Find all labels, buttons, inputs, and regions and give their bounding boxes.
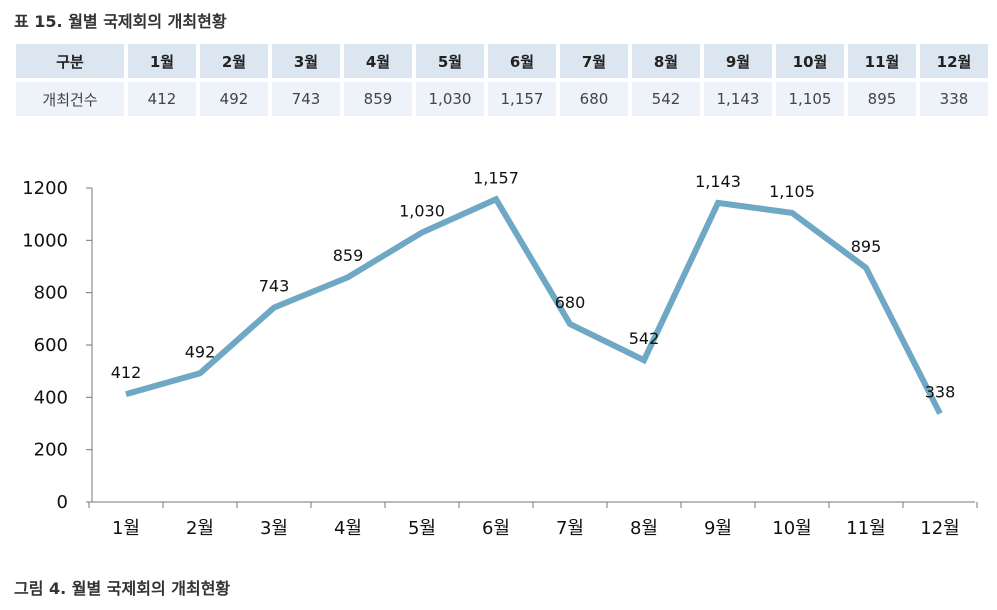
x-tick-label: 2월: [186, 518, 214, 539]
header-label-cell: 구분: [16, 44, 124, 78]
data-labels: 412 492 743 859 1,030 1,157 680 542 1,143 1,105 89…: [111, 168, 956, 401]
data-label: 743: [259, 277, 290, 296]
x-tick-label: 10월: [772, 518, 811, 539]
data-label: 1,105: [769, 182, 815, 201]
y-axis-ticks: 0 200 400 600 800 1000 1200: [22, 178, 92, 513]
data-label: 1,157: [473, 168, 519, 187]
x-tick-label: 11월: [846, 518, 885, 539]
value-cell: 895: [848, 82, 916, 116]
data-label: 859: [333, 246, 364, 265]
y-tick-label: 1200: [22, 178, 68, 199]
figure-caption: 그림 4. 월별 국제회의 개최현황: [14, 579, 231, 598]
table-caption: 표 15. 월별 국제회의 개최현황: [14, 12, 227, 31]
month-header-cell: 4월: [344, 44, 412, 78]
series-line: [125, 195, 943, 415]
x-tick-label: 7월: [556, 518, 584, 539]
month-header-cell: 6월: [488, 44, 556, 78]
x-tick-label: 3월: [260, 518, 288, 539]
month-header-cell: 3월: [272, 44, 340, 78]
data-label: 338: [925, 383, 956, 402]
value-cell: 743: [272, 82, 340, 116]
x-tick-label: 8월: [630, 518, 658, 539]
x-tick-label: 6월: [482, 518, 510, 539]
value-cell: 492: [200, 82, 268, 116]
value-cell: 1,030: [416, 82, 484, 116]
y-tick-label: 800: [34, 283, 68, 304]
chart-axes: [91, 188, 975, 503]
x-tick-label: 9월: [704, 518, 732, 539]
value-cell: 338: [920, 82, 988, 116]
line-chart: 0 200 400 600 800 1000 1200 1월 2월 3월 4월 5월 6월 7월 8월 9월…: [22, 168, 978, 539]
data-label: 895: [851, 237, 882, 256]
y-tick-label: 0: [57, 492, 68, 513]
table-header-row: 구분 1월 2월 3월 4월 5월 6월 7월 8월 9월 10월 11월 12…: [16, 44, 988, 78]
data-label: 680: [555, 293, 586, 312]
table-value-row: 개최건수 412 492 743 859 1,030 1,157 680 542…: [16, 82, 988, 116]
month-header-cell: 9월: [704, 44, 772, 78]
monthly-data-table: 구분 1월 2월 3월 4월 5월 6월 7월 8월 9월 10월 11월 12…: [12, 40, 992, 120]
month-header-cell: 2월: [200, 44, 268, 78]
x-tick-label: 5월: [408, 518, 436, 539]
data-label: 492: [185, 342, 216, 361]
data-label: 412: [111, 363, 142, 382]
value-cell: 859: [344, 82, 412, 116]
row-label-cell: 개최건수: [16, 82, 124, 116]
value-cell: 542: [632, 82, 700, 116]
value-cell: 1,143: [704, 82, 772, 116]
data-label: 1,030: [399, 201, 445, 220]
data-label: 542: [629, 329, 660, 348]
x-tick-label: 12월: [920, 518, 959, 539]
month-header-cell: 5월: [416, 44, 484, 78]
value-cell: 1,105: [776, 82, 844, 116]
month-header-cell: 1월: [128, 44, 196, 78]
month-header-cell: 7월: [560, 44, 628, 78]
data-label: 1,143: [695, 172, 741, 191]
y-tick-label: 600: [34, 335, 68, 356]
x-tick-label: 1월: [112, 518, 140, 539]
x-axis-labels: 1월 2월 3월 4월 5월 6월 7월 8월 9월 10월 11월 12월: [88, 502, 978, 539]
value-cell: 680: [560, 82, 628, 116]
x-tick-label: 4월: [334, 518, 362, 539]
y-tick-label: 1000: [22, 230, 68, 251]
value-cell: 1,157: [488, 82, 556, 116]
value-cell: 412: [128, 82, 196, 116]
month-header-cell: 10월: [776, 44, 844, 78]
month-header-cell: 11월: [848, 44, 916, 78]
y-tick-label: 200: [34, 440, 68, 461]
series-line-group: [125, 195, 943, 415]
y-tick-label: 400: [34, 387, 68, 408]
month-header-cell: 12월: [920, 44, 988, 78]
month-header-cell: 8월: [632, 44, 700, 78]
